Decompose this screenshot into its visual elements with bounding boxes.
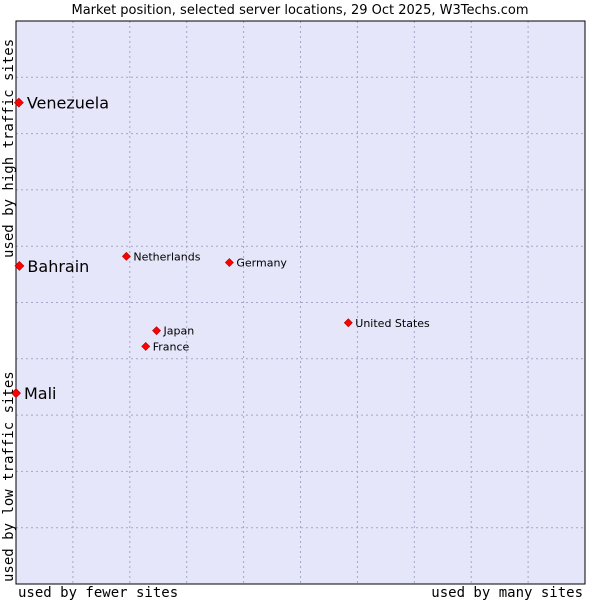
plot-border [15,20,586,585]
point-netherlands [121,251,131,261]
point-united-states [343,318,353,328]
point-label-venezuela: Venezuela [27,94,109,113]
point-label-mali: Mali [24,384,57,403]
point-venezuela [13,97,24,108]
point-france [141,341,151,351]
point-label-bahrain: Bahrain [27,257,89,276]
data-points: Venezuela Bahrain Mali Netherlands Germany Un… [11,94,430,403]
chart-title: Market position, selected server locatio… [71,3,528,18]
grid-lines [16,21,585,584]
y-axis-label-bottom: used by low traffic sites [1,371,17,582]
point-germany [224,258,234,267]
point-label-france: France [153,340,190,353]
point-label-japan: Japan [163,325,195,338]
point-japan [152,326,161,336]
point-bahrain [14,260,25,271]
x-axis-label-right: used by many sites [431,585,583,600]
point-label-germany: Germany [236,257,287,270]
y-axis-label-top: used by high traffic sites [1,39,17,258]
x-axis-label-left: used by fewer sites [18,585,178,600]
point-mali [11,388,21,399]
point-label-united-states: United States [355,317,430,330]
point-label-netherlands: Netherlands [133,250,200,263]
